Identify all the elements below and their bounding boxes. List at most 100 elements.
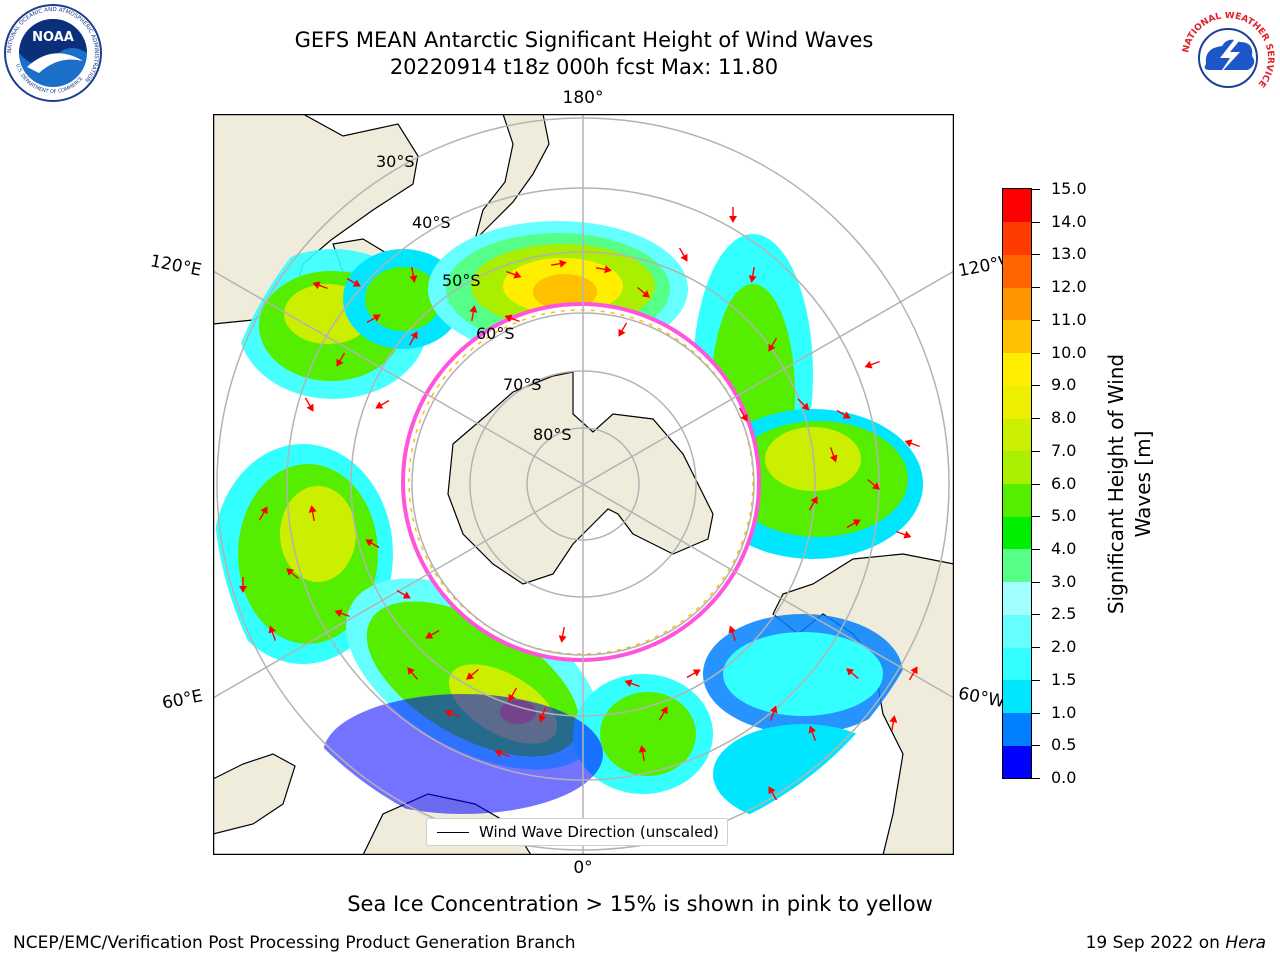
colorbar-tick-label: 13.0 <box>1051 244 1087 264</box>
colorbar-tick <box>1032 581 1040 583</box>
lon-label-0: 0° <box>573 858 593 878</box>
chart-subtitle: 20220914 t18z 000h fcst Max: 11.80 <box>389 55 779 79</box>
wave-direction-arrow <box>444 709 460 718</box>
colorbar-band <box>1003 614 1031 648</box>
colorbar-title: Significant Height of Wind Waves [m] <box>1104 353 1155 615</box>
colorbar-tick <box>1032 647 1040 649</box>
lat-label-40s: 40°S <box>412 213 451 232</box>
chart-title: GEFS MEAN Antarctic Significant Height o… <box>294 28 874 52</box>
lat-label-70s: 70°S <box>503 375 542 394</box>
wave-direction-arrow <box>618 322 628 337</box>
wave-direction-arrow <box>258 506 268 521</box>
map-plot <box>213 114 954 855</box>
colorbar-tick-label: 3.0 <box>1051 571 1077 591</box>
wave-direction-arrow <box>365 539 380 549</box>
wave-direction-arrow <box>286 568 299 580</box>
colorbar-band <box>1003 712 1031 746</box>
wave-direction-arrow <box>425 629 440 639</box>
legend-line-icon <box>437 831 469 833</box>
wave-direction-arrow <box>738 407 748 422</box>
wave-direction-arrow <box>469 305 478 322</box>
credit-machine: Hera <box>1225 933 1266 953</box>
graticule <box>213 114 954 855</box>
nws-logo: NATIONAL WEATHER SERVICE <box>1181 12 1275 102</box>
colorbar-band <box>1003 221 1031 255</box>
wave-direction-arrow <box>846 668 859 680</box>
wave-direction-arrow <box>638 745 647 762</box>
colorbar-band <box>1003 483 1031 517</box>
colorbar-tick <box>1032 352 1040 354</box>
colorbar-tick <box>1032 189 1040 190</box>
madagascar-land <box>213 753 296 835</box>
wave-direction-arrow <box>867 478 880 490</box>
colorbar-tick <box>1032 516 1040 518</box>
wave-direction-arrow <box>595 265 612 274</box>
colorbar-band <box>1003 679 1031 714</box>
wave-direction-arrow <box>904 439 920 448</box>
colorbar-band <box>1003 287 1031 321</box>
colorbar-tick <box>1032 418 1040 420</box>
colorbar-band <box>1003 647 1031 681</box>
wave-direction-arrow <box>829 447 838 463</box>
wave-direction-arrow <box>504 314 520 323</box>
wind-wave-arrows <box>239 207 920 801</box>
wave-direction-arrow <box>304 397 314 412</box>
colorbar-tick-label: 12.0 <box>1051 277 1087 297</box>
colorbar-tick-label: 0.0 <box>1051 768 1077 787</box>
lon-label-60w: 60°W <box>956 683 1007 713</box>
wave-direction-arrow <box>407 667 419 680</box>
wave-direction-arrow <box>508 687 518 702</box>
colorbar-tick <box>1032 221 1040 223</box>
wave-direction-arrow <box>728 625 737 641</box>
wave-direction-arrow <box>366 314 381 324</box>
colorbar-tick-label: 15.0 <box>1051 179 1087 198</box>
colorbar-tick-label: 1.0 <box>1051 702 1077 722</box>
wave-direction-arrow <box>308 505 317 522</box>
colorbar-band <box>1003 418 1031 452</box>
colorbar-band <box>1003 548 1031 583</box>
credit-left: NCEP/EMC/Verification Post Processing Pr… <box>13 933 576 953</box>
wave-direction-arrow <box>836 409 851 419</box>
wave-direction-arrow <box>624 679 640 688</box>
wave-direction-arrow <box>494 749 510 758</box>
lat-label-80s: 80°S <box>533 425 572 444</box>
lat-label-50s: 50°S <box>442 271 481 290</box>
colorbar-tick <box>1032 287 1040 289</box>
colorbar <box>1002 188 1032 779</box>
wave-direction-arrow <box>396 589 411 599</box>
colorbar-tick-label: 14.0 <box>1051 211 1087 231</box>
colorbar-band <box>1003 254 1031 288</box>
wave-direction-arrow <box>538 707 547 723</box>
wave-direction-arrow <box>334 609 350 618</box>
colorbar-band <box>1003 516 1031 550</box>
wave-direction-arrow <box>346 277 361 287</box>
wave-direction-arrow <box>889 715 898 732</box>
colorbar-band <box>1003 319 1031 354</box>
lon-label-60e: 60°E <box>160 686 205 714</box>
colorbar-band <box>1003 581 1031 615</box>
colorbar-tick-label: 1.5 <box>1051 669 1077 689</box>
wave-direction-arrow <box>550 259 567 268</box>
colorbar-tick-label: 2.5 <box>1051 604 1077 624</box>
wave-direction-arrow <box>908 666 918 681</box>
colorbar-band <box>1003 352 1031 386</box>
wave-direction-arrow <box>748 266 757 283</box>
colorbar-band <box>1003 189 1031 223</box>
colorbar-tick <box>1032 614 1040 616</box>
wave-direction-arrow <box>268 625 277 641</box>
noaa-logo: NATIONAL OCEANIC AND ATMOSPHERIC ADMINIS… <box>4 4 102 102</box>
wave-direction-arrow <box>409 266 418 283</box>
colorbar-tick-label: 0.5 <box>1051 735 1077 755</box>
colorbar-tick <box>1032 548 1040 550</box>
colorbar-tick-label: 6.0 <box>1051 473 1077 493</box>
wave-direction-arrow <box>808 496 818 511</box>
colorbar-tick-label: 8.0 <box>1051 408 1077 428</box>
sea-ice-note: Sea Ice Concentration > 15% is shown in … <box>347 892 933 916</box>
colorbar-tick <box>1032 712 1040 714</box>
lat-label-30s: 30°S <box>376 152 415 171</box>
wave-direction-arrow <box>658 706 668 721</box>
wave-direction-arrow <box>729 207 737 223</box>
credit-date: 19 Sep 2022 on <box>1085 933 1220 953</box>
colorbar-tick <box>1032 450 1040 452</box>
wave-direction-arrow <box>678 247 688 262</box>
